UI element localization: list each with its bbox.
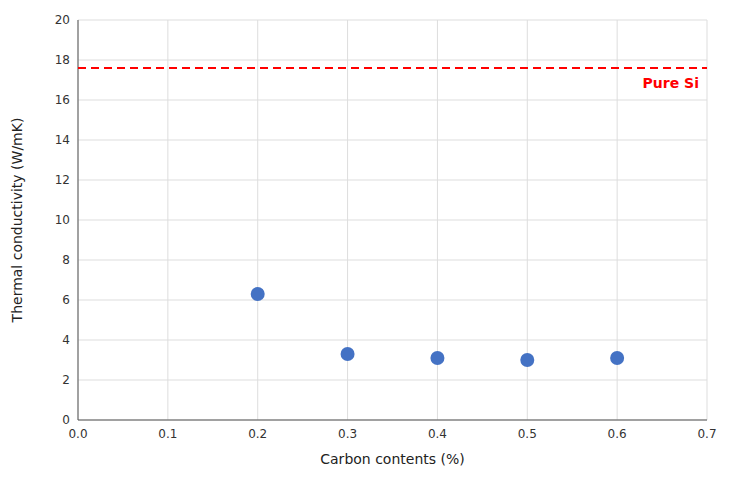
scatter-point: 0.6, 3.1 bbox=[610, 351, 624, 365]
y-tick-label: 4 bbox=[62, 333, 70, 347]
scatter-point: 0.4, 3.1 bbox=[430, 351, 444, 365]
y-grid-line bbox=[78, 180, 707, 181]
x-tick-label: 0.5 bbox=[518, 427, 537, 441]
y-grid-line bbox=[78, 220, 707, 221]
x-tick-label: 0.0 bbox=[68, 427, 87, 441]
scatter-point: 0.5, 3 bbox=[520, 353, 534, 367]
x-grid-line bbox=[78, 20, 79, 420]
chart-container: 0.0 0.1 0.2 0.3 0.4 0.5 0.6 0.7 0 2 4 6 8 10 12 14 16 18 2… bbox=[0, 0, 731, 478]
x-axis-label: Carbon contents (%) bbox=[320, 451, 464, 467]
y-tick-label: 20 bbox=[55, 13, 70, 27]
x-tick-label: 0.4 bbox=[428, 427, 447, 441]
y-tick-label: 18 bbox=[55, 53, 70, 67]
scatter-point: 0.3, 3.3 bbox=[341, 347, 355, 361]
y-grid-line bbox=[78, 20, 707, 21]
tick-labels: 0.0 0.1 0.2 0.3 0.4 0.5 0.6 0.7 0 2 4 6 8 10 12 14 16 18 2… bbox=[55, 13, 717, 441]
y-axis-label: Thermal conductivity (W/mK) bbox=[9, 118, 25, 324]
y-tick-label: 6 bbox=[62, 293, 70, 307]
y-grid-line bbox=[78, 420, 707, 421]
y-tick-label: 14 bbox=[55, 133, 70, 147]
reference-label: Pure Si bbox=[643, 75, 699, 91]
y-grid-line bbox=[78, 60, 707, 61]
x-tick-label: 0.1 bbox=[158, 427, 177, 441]
scatter-point: 0.2, 6.3 bbox=[251, 287, 265, 301]
plot-marks: 0.2, 6.3 0.3, 3.3 0.4, 3.1 0.5, 3 0.6, 3.1 bbox=[78, 68, 707, 367]
chart: 0.0 0.1 0.2 0.3 0.4 0.5 0.6 0.7 0 2 4 6 8 10 12 14 16 18 2… bbox=[0, 0, 731, 478]
y-tick-label: 12 bbox=[55, 173, 70, 187]
y-grid-line bbox=[78, 140, 707, 141]
y-grid-line bbox=[78, 340, 707, 341]
y-axis-line bbox=[78, 20, 79, 420]
x-axis-line bbox=[78, 420, 707, 421]
x-tick-label: 0.2 bbox=[248, 427, 267, 441]
y-tick-label: 2 bbox=[62, 373, 70, 387]
y-tick-label: 8 bbox=[62, 253, 70, 267]
y-grid-line bbox=[78, 260, 707, 261]
x-tick-label: 0.7 bbox=[697, 427, 716, 441]
x-tick-label: 0.3 bbox=[338, 427, 357, 441]
y-grid-line bbox=[78, 300, 707, 301]
y-grid-line bbox=[78, 100, 707, 101]
y-tick-label: 16 bbox=[55, 93, 70, 107]
x-tick-label: 0.6 bbox=[608, 427, 627, 441]
y-grid-line bbox=[78, 380, 707, 381]
y-tick-label: 10 bbox=[55, 213, 70, 227]
reference-line bbox=[78, 67, 707, 69]
grid bbox=[78, 20, 707, 420]
y-tick-label: 0 bbox=[62, 413, 70, 427]
plot-background bbox=[78, 20, 707, 420]
